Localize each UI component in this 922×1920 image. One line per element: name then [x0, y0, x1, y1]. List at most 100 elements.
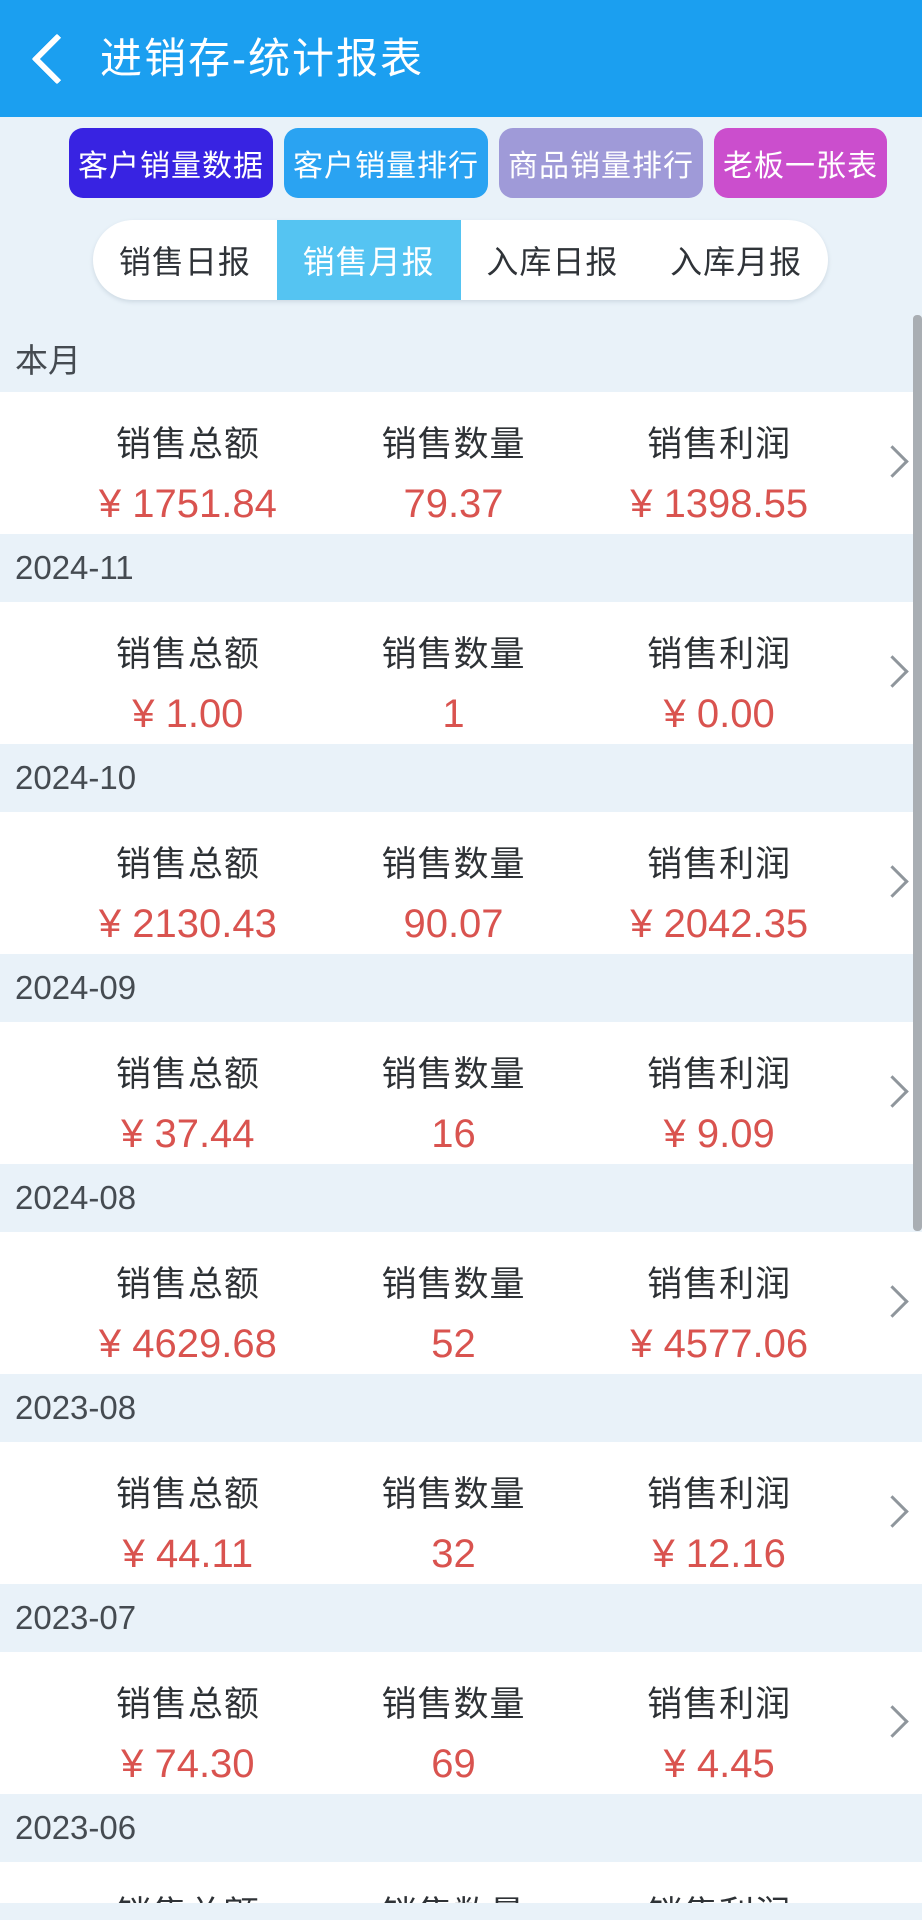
card-columns: 销售总额 ¥ 74.30 销售数量 69 销售利润 ¥ 4.45: [55, 1676, 852, 1787]
nav-bar: 进销存-统计报表: [0, 0, 922, 117]
column-sales-total: 销售总额: [55, 1886, 321, 1903]
column-sales-total: 销售总额 ¥ 1751.84: [55, 416, 321, 527]
column-sales-profit: 销售利润 ¥ 9.09: [586, 1046, 852, 1157]
scrollbar-thumb[interactable]: [913, 315, 922, 1231]
report-card[interactable]: 销售总额 ¥ 74.30 销售数量 69 销售利润 ¥ 4.45: [0, 1652, 922, 1794]
report-section: 2024-10 销售总额 ¥ 2130.43 销售数量 90.07 销售利润 ¥…: [0, 744, 922, 954]
report-section: 2024-11 销售总额 ¥ 1.00 销售数量 1 销售利润 ¥ 0.00: [0, 534, 922, 744]
period-text: 2023-08: [15, 1389, 137, 1426]
sales-profit-value: ¥ 9.09: [663, 1112, 775, 1156]
report-card[interactable]: 销售总额 ¥ 1.00 销售数量 1 销售利润 ¥ 0.00: [0, 602, 922, 744]
chevron-right-icon: [876, 445, 909, 478]
card-columns: 销售总额 ¥ 1.00 销售数量 1 销售利润 ¥ 0.00: [55, 626, 852, 737]
card-columns: 销售总额 销售数量 销售利润: [55, 1886, 852, 1903]
sales-total-label: 销售总额: [115, 635, 260, 674]
report-card[interactable]: 销售总额 ¥ 37.44 销售数量 16 销售利润 ¥ 9.09: [0, 1022, 922, 1164]
report-section: 2023-07 销售总额 ¥ 74.30 销售数量 69 销售利润 ¥ 4.45: [0, 1584, 922, 1794]
section-period-label: 2024-08: [0, 1164, 922, 1232]
tab-sales-daily[interactable]: 销售日报: [118, 244, 251, 280]
section-period-label: 本月: [0, 324, 922, 392]
column-sales-total: 销售总额 ¥ 74.30: [55, 1676, 321, 1787]
column-sales-total: 销售总额 ¥ 2130.43: [55, 836, 321, 947]
sales-profit-label: 销售利润: [647, 1685, 792, 1724]
sales-qty-value: 79.37: [403, 482, 504, 526]
sales-total-value: ¥ 4629.68: [98, 1322, 277, 1366]
sales-profit-label: 销售利润: [647, 1265, 792, 1304]
sales-total-value: ¥ 44.11: [122, 1532, 254, 1576]
sales-profit-value: ¥ 4577.06: [630, 1322, 809, 1366]
card-columns: 销售总额 ¥ 2130.43 销售数量 90.07 销售利润 ¥ 2042.35: [55, 836, 852, 947]
column-sales-profit: 销售利润 ¥ 12.16: [586, 1466, 852, 1577]
section-period-label: 2024-10: [0, 744, 922, 812]
section-period-label: 2024-11: [0, 534, 922, 602]
report-section: 2023-06 销售总额 销售数量 销售利润: [0, 1794, 922, 1903]
back-icon: [31, 33, 83, 84]
sales-qty-label: 销售数量: [381, 1265, 526, 1304]
report-card[interactable]: 销售总额 ¥ 44.11 销售数量 32 销售利润 ¥ 12.16: [0, 1442, 922, 1584]
column-sales-profit: 销售利润 ¥ 0.00: [586, 626, 852, 737]
column-sales-profit: 销售利润 ¥ 4.45: [586, 1676, 852, 1787]
column-sales-profit: 销售利润 ¥ 2042.35: [586, 836, 852, 947]
sales-total-label: 销售总额: [115, 425, 260, 464]
period-text: 2024-08: [15, 1179, 137, 1216]
column-sales-total: 销售总额 ¥ 1.00: [55, 626, 321, 737]
report-section: 本月 销售总额 ¥ 1751.84 销售数量 79.37 销售利润 ¥ 1398…: [0, 324, 922, 534]
report-card[interactable]: 销售总额 ¥ 4629.68 销售数量 52 销售利润 ¥ 4577.06: [0, 1232, 922, 1374]
sales-profit-label: 销售利润: [647, 845, 792, 884]
report-section: 2023-08 销售总额 ¥ 44.11 销售数量 32 销售利润 ¥ 12.1…: [0, 1374, 922, 1584]
sales-profit-label: 销售利润: [586, 1886, 852, 1903]
period-text: 2023-06: [15, 1809, 137, 1846]
sales-total-value: ¥ 74.30: [121, 1742, 255, 1786]
column-sales-profit: 销售利润 ¥ 4577.06: [586, 1256, 852, 1367]
report-section: 2024-09 销售总额 ¥ 37.44 销售数量 16 销售利润 ¥ 9.09: [0, 954, 922, 1164]
card-columns: 销售总额 ¥ 44.11 销售数量 32 销售利润 ¥ 12.16: [55, 1466, 852, 1577]
report-card[interactable]: 销售总额 ¥ 1751.84 销售数量 79.37 销售利润 ¥ 1398.55: [0, 392, 922, 534]
chevron-right-icon: [876, 1705, 909, 1738]
page-title: 进销存-统计报表: [100, 35, 424, 82]
sales-profit-value: ¥ 2042.35: [630, 902, 809, 946]
sales-qty-value: 32: [431, 1532, 476, 1576]
column-sales-qty: 销售数量 90.07: [321, 836, 587, 947]
sales-profit-label: 销售利润: [647, 1475, 792, 1514]
sales-qty-value: 52: [431, 1322, 476, 1366]
sales-qty-value: 90.07: [403, 902, 504, 946]
section-period-label: 2023-07: [0, 1584, 922, 1652]
sales-profit-label: 销售利润: [647, 425, 792, 464]
chevron-right-icon: [876, 655, 909, 688]
tab-inbound-daily[interactable]: 入库日报: [486, 244, 619, 280]
card-columns: 销售总额 ¥ 1751.84 销售数量 79.37 销售利润 ¥ 1398.55: [55, 416, 852, 527]
sales-qty-label: 销售数量: [381, 845, 526, 884]
column-sales-profit: 销售利润: [586, 1886, 852, 1903]
sales-total-label: 销售总额: [55, 1886, 321, 1903]
sales-profit-value: ¥ 0.00: [663, 692, 775, 736]
quick-button-customer-sales-data[interactable]: 客户销量数据: [69, 128, 273, 198]
sales-total-label: 销售总额: [115, 1475, 260, 1514]
period-text: 2024-11: [15, 549, 134, 586]
column-sales-total: 销售总额 ¥ 4629.68: [55, 1256, 321, 1367]
column-sales-qty: 销售数量 1: [321, 626, 587, 737]
chevron-right-icon: [876, 1075, 909, 1108]
period-text: 2024-09: [15, 969, 137, 1006]
back-button[interactable]: [22, 14, 92, 104]
period-text: 本月: [15, 342, 81, 379]
sales-qty-label: 销售数量: [381, 1055, 526, 1094]
column-sales-qty: 销售数量 69: [321, 1676, 587, 1787]
quick-buttons-row: 客户销量数据 客户销量排行 商品销量排行 老板一张表: [69, 128, 887, 198]
sales-total-value: ¥ 1751.84: [98, 482, 277, 526]
sales-qty-label: 销售数量: [321, 1886, 587, 1903]
tab-inbound-monthly[interactable]: 入库月报: [670, 244, 803, 280]
section-period-label: 2024-09: [0, 954, 922, 1022]
chevron-right-icon: [876, 865, 909, 898]
section-period-label: 2023-06: [0, 1794, 922, 1862]
sales-total-value: ¥ 2130.43: [98, 902, 277, 946]
chevron-right-icon: [876, 1495, 909, 1528]
quick-button-boss-one-table[interactable]: 老板一张表: [714, 128, 887, 198]
report-card[interactable]: 销售总额 销售数量 销售利润: [0, 1862, 922, 1903]
sales-total-label: 销售总额: [115, 1055, 260, 1094]
quick-button-product-sales-rank[interactable]: 商品销量排行: [499, 128, 703, 198]
sales-profit-label: 销售利润: [647, 635, 792, 674]
section-period-label: 2023-08: [0, 1374, 922, 1442]
quick-button-customer-sales-rank[interactable]: 客户销量排行: [284, 128, 488, 198]
tab-sales-monthly[interactable]: 销售月报: [276, 220, 461, 300]
report-card[interactable]: 销售总额 ¥ 2130.43 销售数量 90.07 销售利润 ¥ 2042.35: [0, 812, 922, 954]
